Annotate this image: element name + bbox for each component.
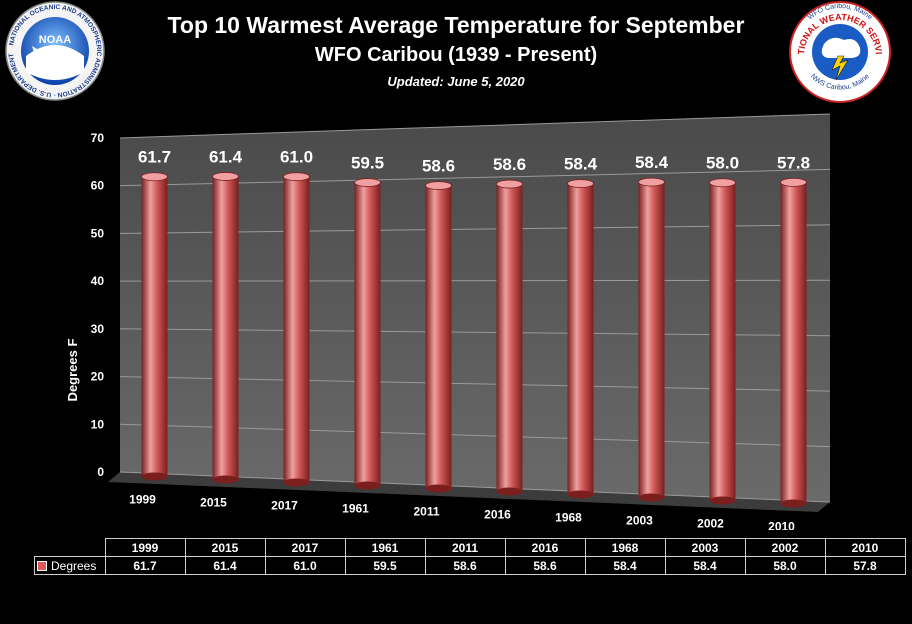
table-header-year: 2011 xyxy=(424,538,506,557)
data-label: 58.6 xyxy=(493,155,526,174)
data-label: 58.4 xyxy=(564,155,598,174)
noaa-center-text: NOAA xyxy=(39,34,71,46)
bar xyxy=(496,179,523,496)
table-header-year: 2003 xyxy=(664,538,746,557)
table-row: Degrees 61.7 61.4 61.0 59.5 58.6 58.6 58… xyxy=(34,556,906,575)
y-tick-label: 70 xyxy=(91,131,105,145)
data-label: 58.4 xyxy=(635,153,669,172)
x-tick-label: 2016 xyxy=(484,507,511,521)
bar xyxy=(283,172,310,487)
y-tick-label: 0 xyxy=(97,465,104,479)
data-label: 61.7 xyxy=(138,148,171,167)
bar xyxy=(567,179,594,499)
y-axis-label: Degrees F xyxy=(65,339,80,402)
x-tick-label: 1968 xyxy=(555,510,582,524)
bar-chart: 0 10 20 30 40 50 60 70 61.7 61.4 61.0 59.5 58.6 58.6… xyxy=(65,113,831,530)
y-tick-label: 10 xyxy=(91,417,105,431)
table-header-row: 1999 2015 2017 1961 2011 2016 1968 2003 … xyxy=(35,538,906,557)
table-cell-value: 58.6 xyxy=(424,556,506,575)
bar xyxy=(212,172,239,484)
table-header-year: 2010 xyxy=(824,538,906,557)
x-tick-label: 2015 xyxy=(200,495,227,509)
updated-date: Updated: June 5, 2020 xyxy=(387,74,525,89)
data-label: 58.0 xyxy=(706,154,739,173)
table-cell-value: 61.7 xyxy=(104,556,186,575)
legend-series-cell: Degrees xyxy=(34,556,106,575)
nws-logo: NATIONAL WEATHER SERVICE WFO Caribou, Ma… xyxy=(780,0,891,103)
y-tick-label: 60 xyxy=(91,179,105,193)
x-tick-label: 1999 xyxy=(129,492,156,506)
table-header-year: 2015 xyxy=(184,538,266,557)
y-tick-label: 40 xyxy=(91,274,105,288)
table-header-year: 2016 xyxy=(504,538,586,557)
table-header-year: 1968 xyxy=(584,538,666,557)
x-tick-label: 2010 xyxy=(768,519,795,530)
data-label: 61.0 xyxy=(280,148,313,167)
table-header-year: 1961 xyxy=(344,538,426,557)
data-label: 61.4 xyxy=(209,147,243,166)
table-header-year: 2017 xyxy=(264,538,346,557)
table-corner xyxy=(35,539,106,557)
y-tick-label: 20 xyxy=(91,370,105,384)
bar xyxy=(709,178,736,505)
data-label: 58.6 xyxy=(422,157,455,176)
table-cell-value: 58.6 xyxy=(504,556,586,575)
data-table: 1999 2015 2017 1961 2011 2016 1968 2003 … xyxy=(34,538,906,575)
x-tick-label: 1961 xyxy=(342,501,369,515)
y-tick-label: 30 xyxy=(91,322,105,336)
page-subtitle: WFO Caribou (1939 - Present) xyxy=(314,44,598,66)
data-label: 57.8 xyxy=(777,153,810,172)
bar xyxy=(425,181,452,493)
bar xyxy=(141,172,168,481)
legend-key xyxy=(37,561,47,572)
x-tick-label: 2011 xyxy=(413,504,439,518)
table-cell-value: 58.0 xyxy=(744,556,826,575)
legend-series-name: Degrees xyxy=(51,558,97,573)
page-title: Top 10 Warmest Average Temperature for S… xyxy=(167,12,745,38)
bar xyxy=(354,178,381,490)
table-header-year: 1999 xyxy=(104,538,186,557)
table-cell-value: 57.8 xyxy=(824,556,906,575)
x-tick-label: 2017 xyxy=(271,498,298,512)
table-cell-value: 61.4 xyxy=(184,556,266,575)
x-tick-label: 2002 xyxy=(697,516,724,530)
y-tick-label: 50 xyxy=(91,226,105,240)
table-header-year: 2002 xyxy=(744,538,826,557)
bar xyxy=(780,177,807,508)
bar xyxy=(638,177,665,502)
table-cell-value: 61.0 xyxy=(264,556,346,575)
table-cell-value: 59.5 xyxy=(344,556,426,575)
table-cell-value: 58.4 xyxy=(584,556,666,575)
x-tick-label: 2003 xyxy=(626,513,653,527)
gridline xyxy=(119,113,831,139)
table-cell-value: 58.4 xyxy=(664,556,746,575)
data-label: 59.5 xyxy=(351,154,384,173)
noaa-logo: NOAA NATIONAL OCEANIC AND ATMOSPHERIC AD… xyxy=(4,0,105,101)
